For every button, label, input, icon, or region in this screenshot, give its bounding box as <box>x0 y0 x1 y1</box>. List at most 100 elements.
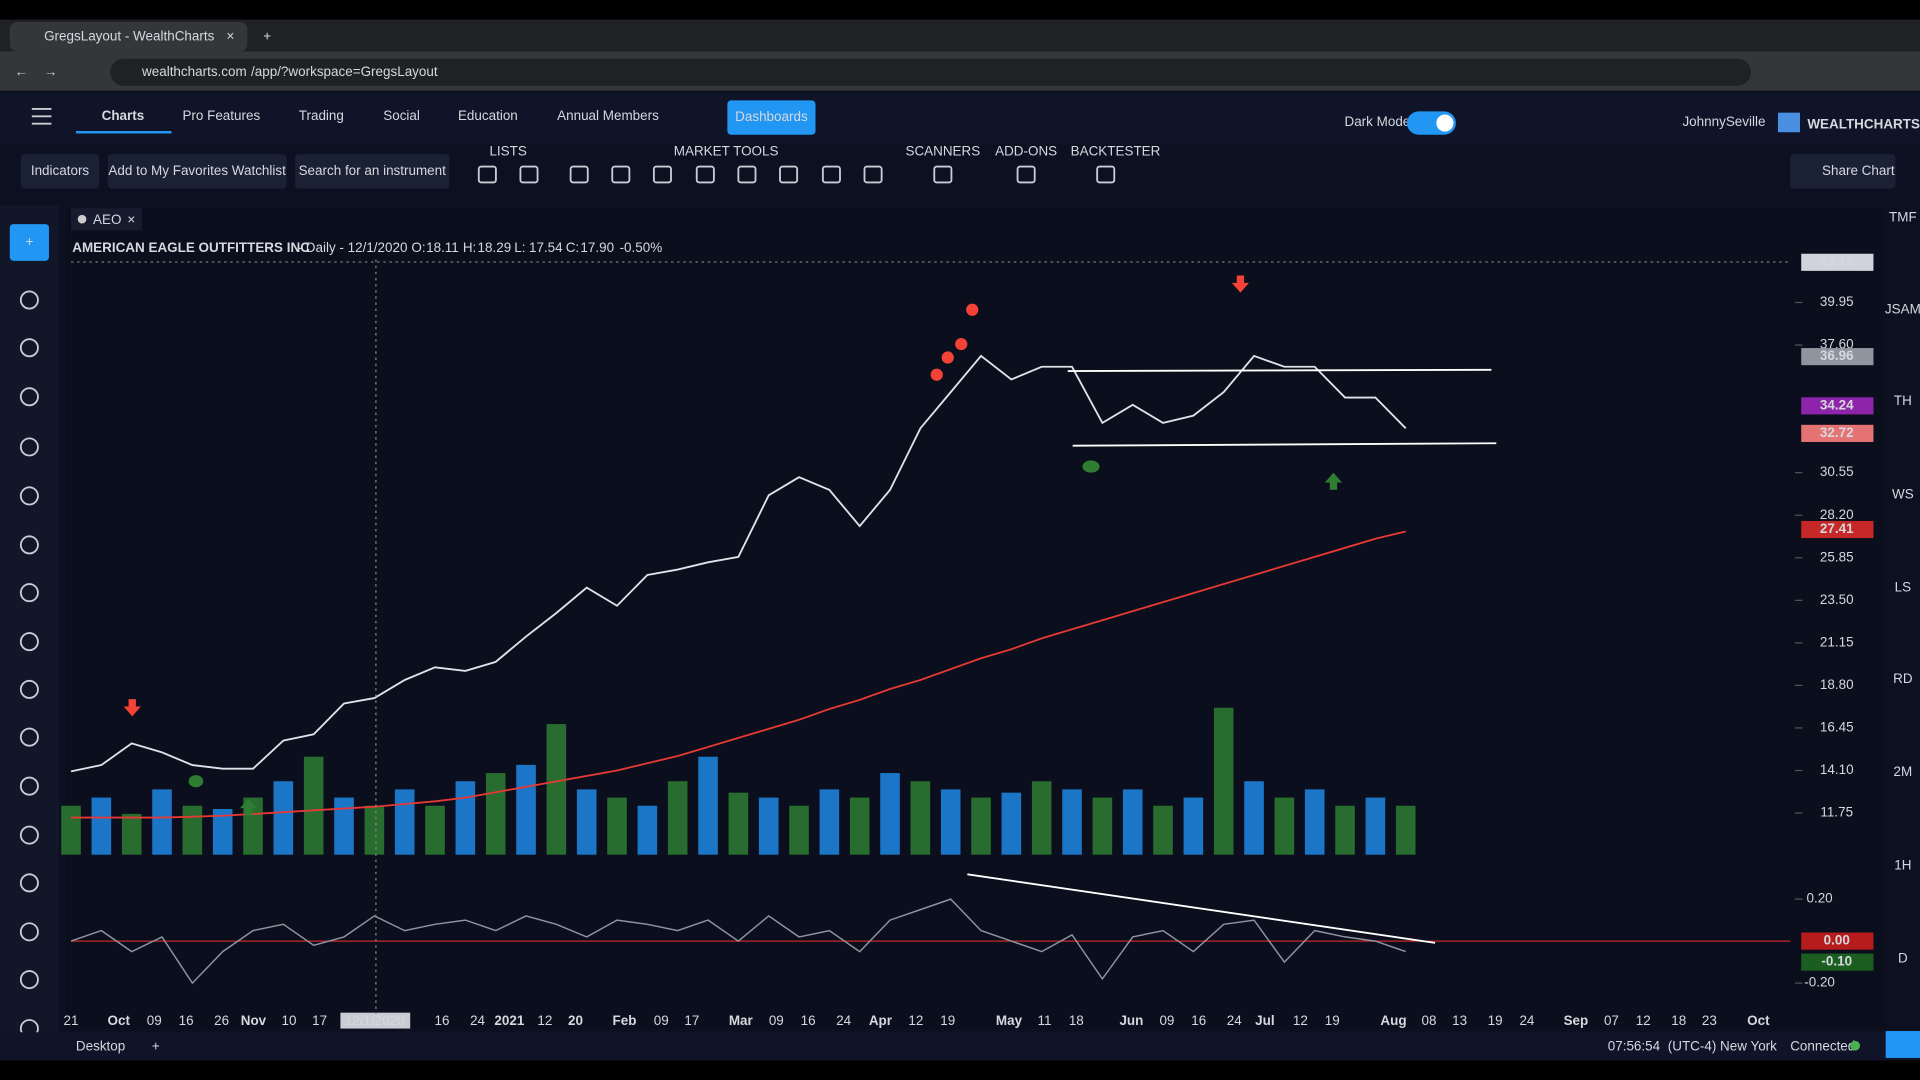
tool-icon[interactable] <box>737 165 757 184</box>
browser-tab[interactable] <box>9 22 248 52</box>
x-tick-label: Oct <box>1747 1013 1770 1028</box>
back[interactable]: ← <box>15 64 28 79</box>
rail-item[interactable]: RD <box>1893 671 1913 686</box>
tool-icon[interactable] <box>652 165 672 184</box>
user[interactable]: JohnnySeville <box>1682 114 1765 129</box>
rail-item[interactable]: 2M <box>1894 764 1913 779</box>
new-tab[interactable]: + <box>263 28 271 43</box>
y-tick-label: 14.10 <box>1820 762 1854 777</box>
rail-item[interactable]: WS <box>1892 486 1914 501</box>
nav-item[interactable]: Charts <box>102 108 145 123</box>
tool-icon[interactable] <box>19 776 39 796</box>
dashboards-button[interactable] <box>727 100 816 135</box>
x-tick-label: 16 <box>801 1013 816 1028</box>
nav-item[interactable]: Social <box>383 108 420 123</box>
dark-mode-label: Dark Mode <box>1344 114 1410 129</box>
volume-bar <box>1274 797 1295 855</box>
tool-icon[interactable] <box>19 290 39 310</box>
add-tool[interactable] <box>9 224 49 261</box>
y-tick-label: 11.75 <box>1820 805 1853 820</box>
x-tick-label: 26 <box>214 1013 229 1028</box>
ohlc-value: 17.54 <box>529 240 563 255</box>
tool-icon[interactable] <box>19 437 39 457</box>
tool-icon[interactable] <box>1016 165 1036 184</box>
rail-item[interactable]: LS <box>1895 579 1911 594</box>
tool-icon[interactable] <box>863 165 883 184</box>
forward[interactable]: → <box>44 64 57 79</box>
ohlc-value: 17.90 <box>580 240 614 255</box>
tool-icon[interactable] <box>519 165 539 184</box>
volume-bar <box>61 805 81 855</box>
toolbar-button-label: Search for an instrument <box>299 163 447 178</box>
volume-bar <box>485 773 506 855</box>
nav-item[interactable]: Trading <box>299 108 344 123</box>
volume-bar <box>819 789 840 855</box>
volume-bar <box>576 789 597 855</box>
tool-icon[interactable] <box>1096 165 1116 184</box>
rail-item[interactable]: JSAM <box>1885 301 1920 316</box>
rail-item[interactable]: TMF <box>1889 210 1917 225</box>
tool-icon[interactable] <box>933 165 953 184</box>
ohlc-label: H: <box>463 240 476 255</box>
tool-icon[interactable] <box>19 583 39 603</box>
tool-icon[interactable] <box>19 727 39 747</box>
volume-bar <box>728 792 749 855</box>
tool-icon[interactable] <box>695 165 715 184</box>
price-badge-label: 27.41 <box>1820 521 1854 536</box>
tool-icon[interactable] <box>477 165 497 184</box>
volume-bar <box>1335 805 1355 855</box>
timezone[interactable]: (UTC-4) New York <box>1668 1039 1777 1054</box>
tool-icon[interactable] <box>19 825 39 845</box>
toolbar-group: MARKET TOOLS <box>674 143 779 158</box>
x-tick-label: Sep <box>1564 1013 1589 1028</box>
share-label: Share Chart <box>1822 163 1895 178</box>
price-line <box>71 530 1406 819</box>
chart-tab-close[interactable]: × <box>127 212 135 227</box>
y-tick-label: 37.60 <box>1820 337 1854 352</box>
rail-item[interactable]: D <box>1898 950 1908 965</box>
toolbar: Indicators Add to My Favorites Watchlist S… <box>20 143 1161 189</box>
toolbar-button[interactable] <box>107 154 287 189</box>
volume-bar <box>394 789 415 855</box>
osc-badge-label: 0.00 <box>1824 933 1850 948</box>
tool-icon[interactable] <box>19 387 39 407</box>
price-badge-label: 34.24 <box>1820 397 1854 412</box>
x-tick-label: 07 <box>1604 1013 1619 1028</box>
rail-item[interactable]: TH <box>1894 393 1912 408</box>
address-bar[interactable] <box>110 58 1752 86</box>
expand[interactable] <box>1885 1031 1920 1058</box>
nav-item[interactable]: Pro Features <box>182 108 260 123</box>
toolbar-button[interactable] <box>295 154 450 189</box>
share-button[interactable] <box>1790 154 1896 189</box>
add-workspace[interactable]: + <box>152 1039 160 1054</box>
tool-icon[interactable] <box>19 632 39 652</box>
tool-icon[interactable] <box>19 873 39 893</box>
tool-icon[interactable] <box>19 535 39 555</box>
brand: WEALTHCHARTS <box>1807 116 1920 131</box>
x-tick-label: 10 <box>281 1013 296 1028</box>
tool-icon[interactable] <box>821 165 841 184</box>
toolbar-button[interactable] <box>20 154 100 189</box>
y-tick-label: 23.50 <box>1820 592 1854 607</box>
url-path: /app/?workspace=GregsLayout <box>251 64 438 79</box>
workspace-tab[interactable]: Desktop <box>76 1039 125 1054</box>
volume-bar <box>971 797 991 855</box>
toolbar-button-label: Indicators <box>31 163 90 178</box>
tool-icon[interactable] <box>19 679 39 699</box>
tool-icon[interactable] <box>569 165 589 184</box>
tool-icon[interactable] <box>19 922 39 942</box>
tool-icon[interactable] <box>19 486 39 506</box>
tool-icon[interactable] <box>19 338 39 358</box>
tool-icon[interactable] <box>779 165 799 184</box>
tool-icon[interactable] <box>19 970 39 990</box>
toolbar-group: BACKTESTER <box>1071 143 1161 158</box>
nav-item[interactable]: Annual Members <box>557 108 659 123</box>
menu-icon[interactable] <box>31 108 52 125</box>
chart-tab[interactable] <box>71 208 143 231</box>
tool-icon[interactable] <box>611 165 631 184</box>
y-tick-label: 18.80 <box>1820 677 1854 692</box>
tab-close[interactable]: × <box>227 28 235 43</box>
rail-item[interactable]: 1H <box>1894 857 1911 872</box>
x-tick-label: 12/1/2020 <box>345 1013 405 1028</box>
nav-item[interactable]: Education <box>458 108 518 123</box>
